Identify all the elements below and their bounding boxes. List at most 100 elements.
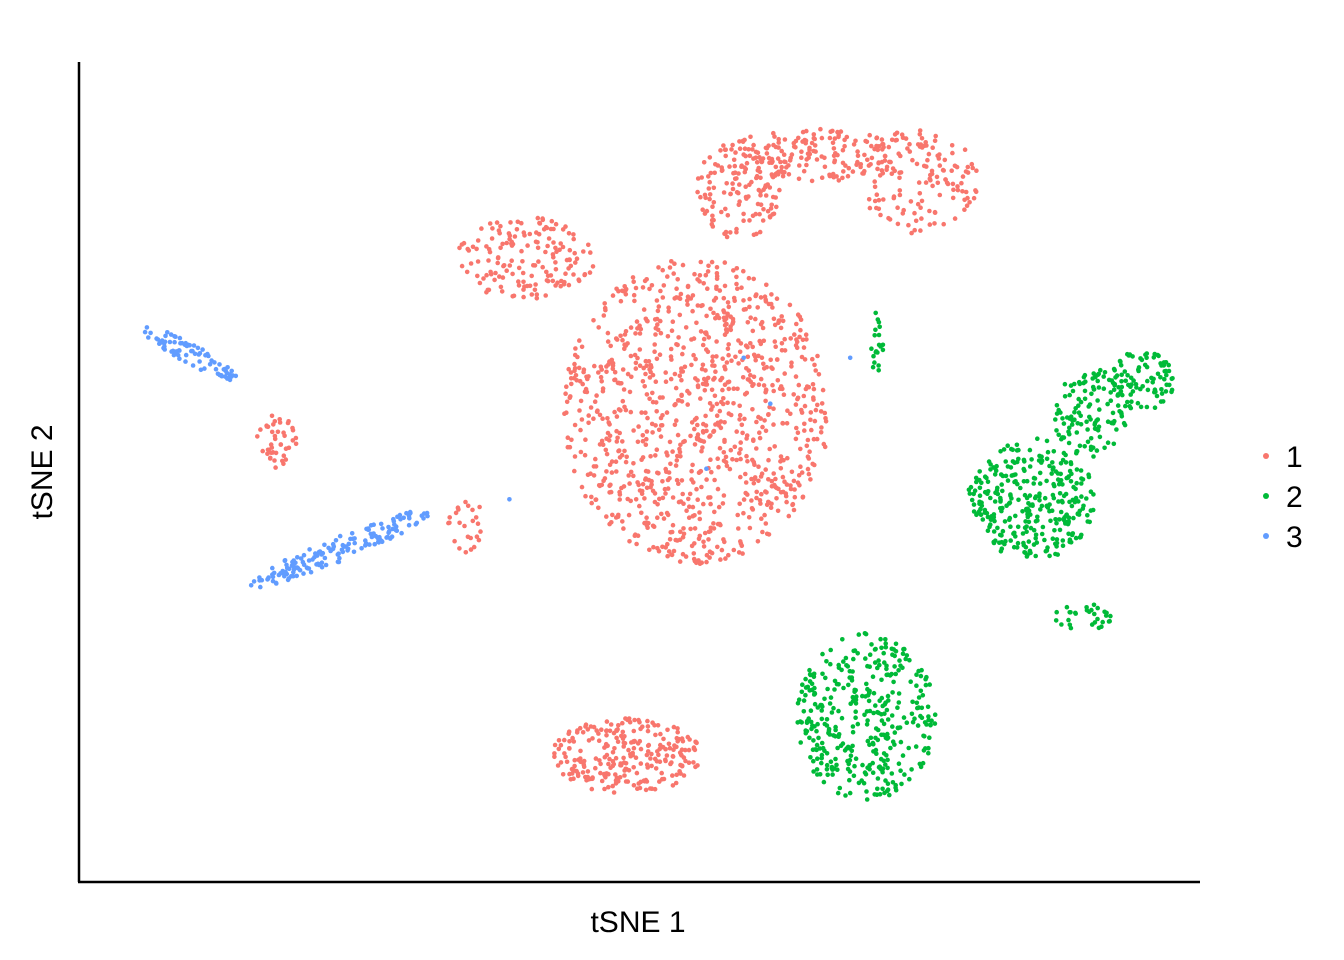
point-cluster-1 (677, 312, 683, 318)
point-cluster-1 (659, 770, 664, 776)
point-cluster-1 (754, 495, 759, 501)
point-cluster-1 (652, 349, 657, 355)
point-cluster-2 (1052, 528, 1057, 533)
point-cluster-1 (964, 203, 970, 208)
point-cluster-1 (724, 360, 730, 365)
point-cluster-1 (635, 355, 640, 361)
point-cluster-2 (1032, 476, 1038, 481)
point-cluster-1 (798, 327, 803, 333)
point-cluster-1 (737, 349, 743, 355)
point-cluster-1 (574, 256, 580, 262)
point-cluster-1 (555, 763, 561, 768)
point-cluster-1 (637, 363, 643, 369)
point-cluster-2 (973, 475, 979, 481)
point-cluster-1 (760, 218, 766, 223)
point-cluster-2 (1136, 367, 1141, 372)
point-cluster-1 (927, 176, 933, 181)
point-cluster-2 (1033, 553, 1038, 559)
point-cluster-1 (688, 433, 693, 439)
point-cluster-3 (407, 509, 413, 515)
point-cluster-1 (912, 227, 917, 233)
point-cluster-1 (722, 260, 728, 265)
point-cluster-1 (741, 510, 746, 516)
point-cluster-1 (733, 150, 738, 155)
point-cluster-1 (713, 369, 718, 375)
point-cluster-2 (1128, 405, 1134, 411)
point-cluster-1 (776, 486, 781, 492)
point-cluster-1 (589, 786, 595, 792)
point-cluster-1 (872, 179, 877, 184)
point-cluster-1 (741, 298, 746, 303)
point-cluster-2 (1067, 431, 1072, 437)
point-cluster-2 (1033, 494, 1039, 499)
point-cluster-2 (1095, 378, 1100, 384)
point-cluster-2 (1026, 539, 1032, 544)
legend-key-3 (1263, 533, 1269, 539)
point-cluster-2 (1054, 540, 1060, 546)
point-cluster-3 (336, 559, 342, 565)
point-cluster-1 (864, 139, 870, 145)
point-cluster-1 (473, 515, 479, 520)
point-cluster-1 (758, 501, 763, 506)
point-cluster-1 (489, 236, 495, 241)
point-cluster-1 (882, 158, 888, 163)
point-cluster-1 (646, 520, 651, 526)
point-cluster-1 (695, 303, 701, 308)
point-cluster-2 (848, 753, 854, 758)
point-cluster-1 (571, 232, 576, 237)
point-cluster-1 (670, 449, 675, 454)
point-cluster-2 (1027, 548, 1033, 554)
point-cluster-2 (988, 467, 993, 472)
point-cluster-1 (763, 428, 769, 434)
point-cluster-2 (913, 744, 919, 749)
point-cluster-1 (678, 762, 683, 768)
point-cluster-1 (650, 523, 656, 529)
point-cluster-1 (269, 413, 275, 419)
point-cluster-1 (569, 437, 574, 443)
y-axis-label: tSNE 2 (26, 424, 59, 519)
point-cluster-1 (283, 457, 289, 462)
point-cluster-2 (1084, 419, 1089, 425)
point-cluster-1 (830, 140, 836, 146)
point-cluster-2 (1052, 483, 1057, 489)
point-cluster-1 (599, 778, 605, 784)
point-cluster-1 (663, 746, 668, 752)
point-cluster-1 (667, 439, 673, 445)
point-cluster-1 (886, 215, 891, 221)
point-cluster-1 (737, 412, 743, 418)
point-cluster-2 (835, 790, 841, 796)
point-cluster-1 (603, 447, 609, 453)
point-cluster-1 (265, 424, 271, 430)
point-cluster-2 (883, 762, 888, 767)
point-cluster-1 (601, 313, 607, 318)
point-cluster-1 (534, 292, 540, 297)
point-cluster-1 (618, 333, 623, 339)
point-cluster-1 (633, 331, 638, 336)
point-cluster-1 (674, 772, 679, 778)
point-cluster-2 (1012, 460, 1017, 466)
point-cluster-1 (692, 513, 697, 518)
point-cluster-1 (676, 499, 682, 505)
point-cluster-1 (608, 489, 614, 495)
point-cluster-1 (807, 449, 812, 455)
point-cluster-1 (640, 433, 646, 438)
point-cluster-1 (628, 753, 633, 759)
point-cluster-2 (1037, 453, 1042, 459)
point-cluster-1 (930, 145, 935, 150)
point-cluster-1 (621, 755, 626, 761)
point-cluster-1 (499, 289, 505, 294)
point-cluster-2 (1067, 499, 1072, 505)
point-cluster-1 (631, 461, 636, 466)
point-cluster-2 (1101, 386, 1107, 392)
point-cluster-2 (811, 738, 816, 743)
point-cluster-1 (714, 354, 719, 359)
point-cluster-3 (407, 516, 412, 521)
point-cluster-2 (988, 495, 993, 501)
point-cluster-2 (1044, 438, 1050, 444)
point-cluster-1 (702, 211, 708, 216)
point-cluster-2 (900, 651, 906, 656)
point-cluster-3 (389, 534, 395, 539)
point-cluster-1 (637, 331, 643, 336)
point-cluster-2 (1155, 371, 1161, 377)
point-cluster-1 (612, 409, 617, 415)
